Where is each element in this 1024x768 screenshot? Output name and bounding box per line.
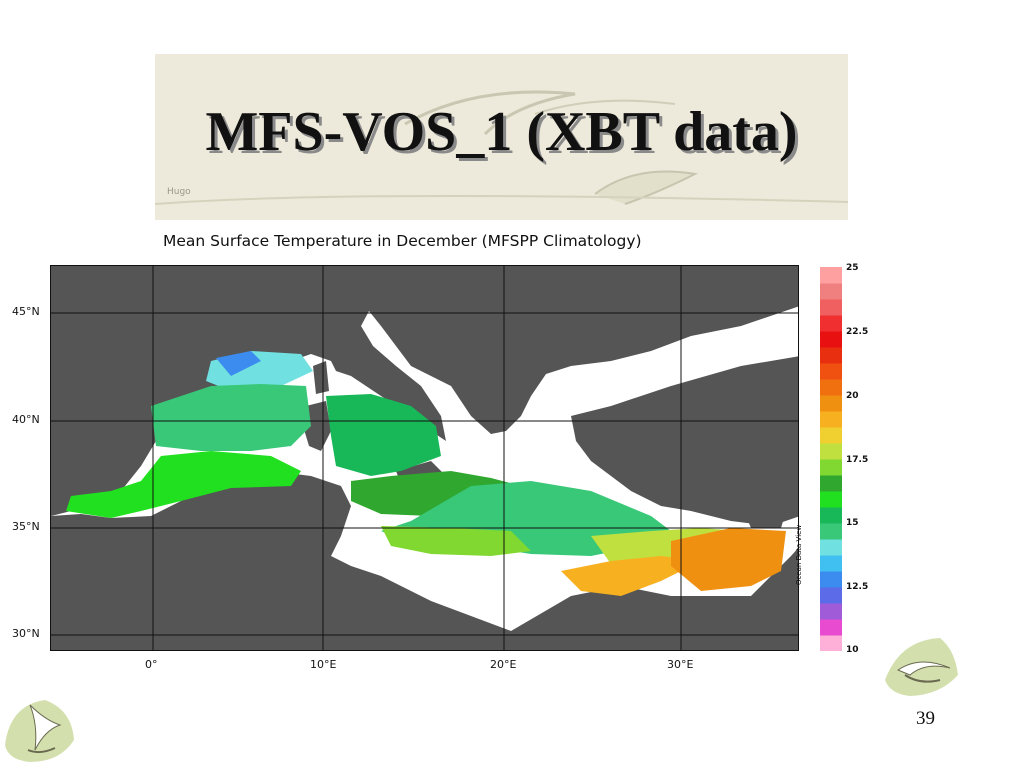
colorbar-swatch: [820, 491, 842, 508]
map-canvas: [51, 266, 798, 650]
colorbar-swatch: [820, 331, 842, 348]
land-sardinia: [303, 401, 331, 451]
page-number: 39: [916, 708, 935, 729]
colorbar-swatch: [820, 523, 842, 540]
land-africa: [51, 471, 798, 650]
colorbar-swatch: [820, 283, 842, 300]
lat-label-40n: 40°N: [12, 413, 40, 426]
colorbar-swatch: [820, 267, 842, 284]
seagull-sketch-background: Hugo: [155, 90, 848, 205]
ocean-data-view-credit: Ocean Data View: [795, 524, 803, 585]
seagull-logo-icon-left: [5, 700, 74, 762]
colorbar-swatch: [820, 443, 842, 460]
colorbar-label-22-5: 22.5: [846, 327, 869, 337]
colorbar-label-10: 10: [846, 645, 859, 655]
lon-label-10e: 10°E: [310, 658, 337, 671]
colorbar-swatch: [820, 603, 842, 620]
temperature-colorbar: [820, 267, 842, 651]
mediterranean-temperature-map: [50, 265, 799, 651]
land-europe: [51, 266, 798, 516]
slide-title: MFS-VOS_1 (XBT data): [205, 101, 798, 163]
colorbar-swatch: [820, 587, 842, 604]
seagull-logo-icon-right: [885, 638, 958, 696]
map-title: Mean Surface Temperature in December (MF…: [163, 232, 642, 250]
colorbar-swatch: [820, 427, 842, 444]
lon-label-20e: 20°E: [490, 658, 517, 671]
colorbar-label-17-5: 17.5: [846, 455, 869, 465]
colorbar-swatch: [820, 395, 842, 412]
colorbar-swatch: [820, 347, 842, 364]
svg-text:Hugo: Hugo: [167, 187, 191, 197]
land-cyprus: [746, 511, 786, 528]
colorbar-swatch: [820, 379, 842, 396]
colorbar-label-25: 25: [846, 263, 859, 273]
colorbar-swatch: [820, 571, 842, 588]
lat-label-35n: 35°N: [12, 520, 40, 533]
colorbar-label-20: 20: [846, 391, 859, 401]
lat-label-45n: 45°N: [12, 305, 40, 318]
colorbar-swatch: [820, 299, 842, 316]
sea-temperature-fields: [66, 351, 786, 596]
colorbar-swatch: [820, 539, 842, 556]
title-banner: Hugo MFS-VOS_1 (XBT data): [155, 54, 848, 220]
map-gridlines: [51, 266, 798, 650]
colorbar-swatch: [820, 475, 842, 492]
lon-label-30e: 30°E: [667, 658, 694, 671]
land-corsica: [313, 361, 329, 394]
lat-label-30n: 30°N: [12, 627, 40, 640]
colorbar-label-15: 15: [846, 518, 859, 528]
colorbar-label-12-5: 12.5: [846, 582, 869, 592]
colorbar-swatch: [820, 635, 842, 651]
colorbar-swatch: [820, 363, 842, 380]
colorbar-swatch: [820, 507, 842, 524]
land-anatolia: [571, 356, 798, 526]
colorbar-swatch: [820, 619, 842, 636]
colorbar-swatch: [820, 555, 842, 572]
colorbar-swatch: [820, 411, 842, 428]
colorbar-swatch: [820, 315, 842, 332]
lon-label-0: 0°: [145, 658, 158, 671]
colorbar-swatch: [820, 459, 842, 476]
